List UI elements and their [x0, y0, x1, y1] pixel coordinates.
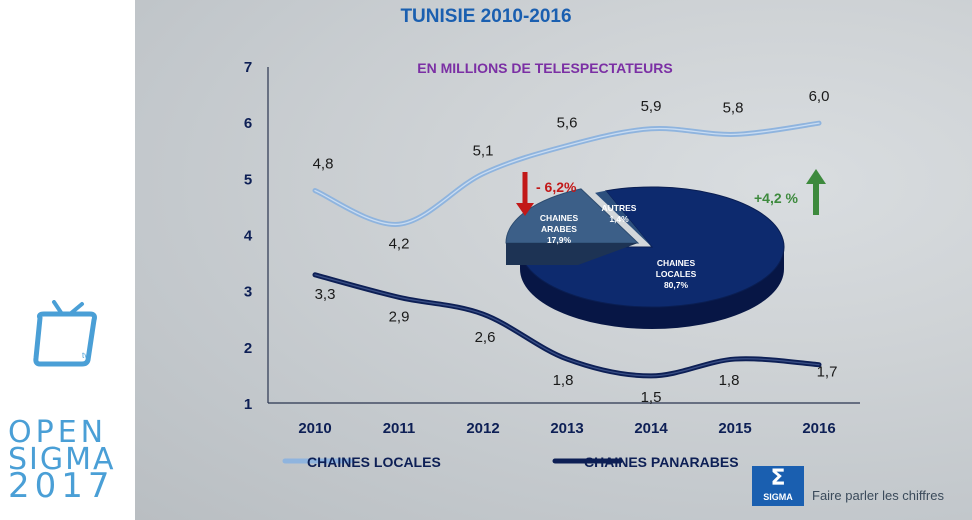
pie-slice-autres: [595, 190, 652, 247]
brand-line-year: 2017: [8, 466, 115, 506]
x-tick-label: 2015: [718, 420, 751, 437]
data-label-panarabes: 1,7: [817, 364, 838, 381]
data-label-locales: 5,9: [641, 98, 662, 115]
sigma-logo-text: SIGMA: [763, 492, 793, 502]
down-arrowhead-icon: [516, 203, 534, 216]
y-tick-label: 7: [244, 59, 252, 76]
series-line-panarabes-highlight: [314, 274, 820, 377]
data-label-panarabes: 1,5: [641, 389, 662, 406]
pie-label-locales: LOCALES: [656, 269, 697, 279]
up-arrowhead-icon: [806, 169, 826, 184]
data-label-panarabes: 3,3: [315, 286, 336, 303]
y-tick-label: 4: [244, 228, 253, 245]
data-label-locales: 5,1: [473, 143, 494, 160]
brand-line-sigma: SIGMA: [8, 442, 116, 477]
x-tick-label: 2014: [634, 420, 668, 437]
data-label-locales: 4,2: [389, 235, 410, 252]
pie-label-autres: 1,4%: [609, 214, 629, 224]
data-label-locales: 5,6: [557, 115, 578, 132]
data-label-panarabes: 2,6: [475, 329, 496, 346]
data-label-panarabes: 1,8: [719, 372, 740, 389]
footer-tagline: Faire parler les chiffres: [812, 488, 944, 503]
data-label-locales: 4,8: [313, 156, 334, 173]
data-label-locales: 6,0: [809, 88, 830, 105]
brand-line-open: OPEN: [8, 415, 108, 450]
pie-slice-locales: [519, 186, 785, 308]
pie-label-arabes: CHAINES: [540, 213, 579, 223]
chart-title: TUNISIE 2010-2016: [400, 6, 572, 27]
x-tick-label: 2010: [298, 420, 331, 437]
tv-badge: tv: [82, 351, 88, 360]
y-tick-label: 2: [244, 340, 252, 357]
sigma-logo: Σ SIGMA: [752, 466, 804, 506]
series-line-locales-highlight: [314, 122, 820, 225]
sigma-icon: Σ: [770, 466, 786, 491]
sidebar: tv OPEN SIGMA 2017: [0, 0, 135, 520]
y-tick-label: 3: [244, 284, 252, 301]
annotation-up: +4,2 %: [754, 190, 799, 206]
x-tick-label: 2011: [383, 420, 416, 437]
y-tick-label: 5: [244, 171, 252, 188]
data-label-panarabes: 2,9: [389, 308, 410, 325]
y-tick-label: 6: [244, 115, 252, 132]
pie-slice-arabes-side: [506, 243, 638, 265]
pie-label-autres: AUTRES: [602, 203, 637, 213]
data-label-panarabes: 1,8: [553, 372, 574, 389]
tv-icon: tv: [33, 300, 97, 367]
data-label-locales: 5,8: [723, 99, 744, 116]
chart-subtitle: EN MILLIONS DE TELESPECTATEURS: [417, 60, 673, 76]
pie-label-arabes: ARABES: [541, 224, 577, 234]
legend-label-locales: CHAINES LOCALES: [307, 454, 441, 470]
pie-label-locales: 80,7%: [664, 280, 689, 290]
pie-label-locales: CHAINES: [657, 258, 696, 268]
pie-slice-side: [520, 247, 784, 329]
x-tick-label: 2016: [802, 420, 835, 437]
pie-label-arabes: 17,9%: [547, 235, 572, 245]
legend-label-panarabes: CHAINES PANARABES: [584, 454, 739, 470]
annotation-down: - 6,2%: [536, 179, 577, 195]
x-tick-label: 2013: [550, 420, 583, 437]
y-tick-label: 1: [244, 396, 252, 413]
x-tick-label: 2012: [466, 420, 499, 437]
